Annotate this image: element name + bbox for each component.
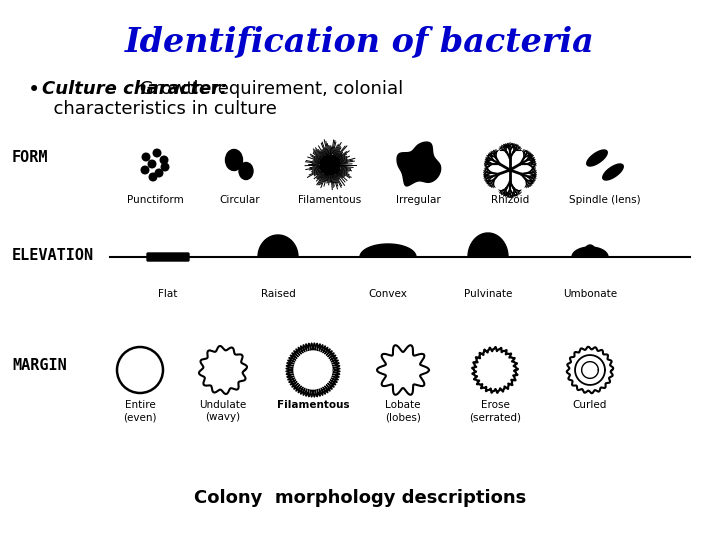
Polygon shape: [603, 164, 624, 180]
Text: FORM: FORM: [12, 150, 48, 165]
Circle shape: [156, 169, 163, 177]
Circle shape: [141, 166, 149, 174]
Text: Colony  morphology descriptions: Colony morphology descriptions: [194, 489, 526, 507]
Ellipse shape: [239, 163, 253, 179]
Text: Rhizoid: Rhizoid: [491, 195, 529, 205]
Text: MARGIN: MARGIN: [12, 357, 67, 373]
Ellipse shape: [225, 150, 243, 171]
Polygon shape: [572, 247, 608, 257]
Text: Entire
(even): Entire (even): [123, 400, 157, 422]
Text: Filamentous: Filamentous: [276, 400, 349, 410]
Text: characteristics in culture: characteristics in culture: [42, 100, 277, 118]
Text: Curled: Curled: [573, 400, 607, 410]
Circle shape: [149, 173, 157, 181]
FancyBboxPatch shape: [147, 253, 189, 261]
Text: Irregular: Irregular: [395, 195, 441, 205]
Text: Culture character:: Culture character:: [42, 80, 228, 98]
Circle shape: [161, 163, 168, 171]
Text: Identification of bacteria: Identification of bacteria: [125, 25, 595, 58]
Polygon shape: [587, 150, 607, 166]
Polygon shape: [583, 245, 597, 257]
Text: ELEVATION: ELEVATION: [12, 247, 94, 262]
Circle shape: [148, 160, 156, 168]
Text: Convex: Convex: [369, 289, 408, 299]
Polygon shape: [360, 244, 416, 257]
Circle shape: [153, 149, 161, 157]
Text: •: •: [28, 80, 40, 100]
Text: Punctiform: Punctiform: [127, 195, 184, 205]
Polygon shape: [468, 233, 508, 257]
Circle shape: [160, 156, 168, 164]
Text: Spindle (lens): Spindle (lens): [570, 195, 641, 205]
Text: Umbonate: Umbonate: [563, 289, 617, 299]
Text: Undulate
(wavy): Undulate (wavy): [199, 400, 247, 422]
Text: Pulvinate: Pulvinate: [464, 289, 512, 299]
Text: Filamentous: Filamentous: [298, 195, 361, 205]
Text: Growth requirement, colonial: Growth requirement, colonial: [134, 80, 403, 98]
Polygon shape: [397, 142, 441, 186]
Text: Raised: Raised: [261, 289, 295, 299]
Text: Circular: Circular: [220, 195, 261, 205]
Polygon shape: [258, 235, 298, 257]
Circle shape: [320, 155, 340, 175]
Text: Flat: Flat: [158, 289, 178, 299]
Text: Erose
(serrated): Erose (serrated): [469, 400, 521, 422]
Text: Lobate
(lobes): Lobate (lobes): [385, 400, 421, 422]
Circle shape: [142, 153, 150, 161]
